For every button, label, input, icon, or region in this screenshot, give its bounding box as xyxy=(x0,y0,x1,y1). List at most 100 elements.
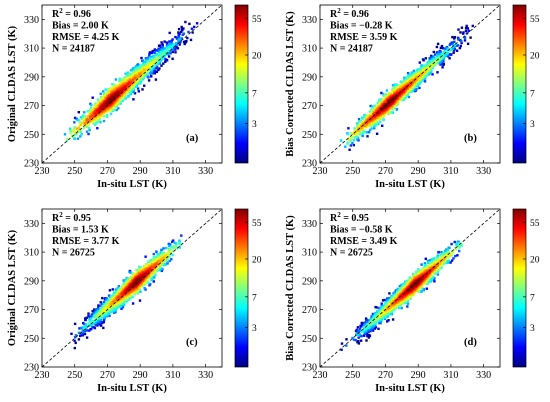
data-point xyxy=(439,60,442,64)
data-point xyxy=(77,119,80,122)
data-point xyxy=(386,298,389,301)
data-point xyxy=(385,89,389,92)
data-point xyxy=(148,63,151,67)
data-point xyxy=(399,80,402,83)
data-point xyxy=(458,249,461,253)
data-point xyxy=(92,117,95,120)
data-point xyxy=(166,48,169,52)
data-point xyxy=(440,44,444,48)
data-point xyxy=(77,126,80,129)
data-point xyxy=(90,321,93,324)
data-point xyxy=(408,73,411,76)
data-point xyxy=(96,320,100,323)
data-point xyxy=(137,75,140,78)
data-point xyxy=(101,114,105,117)
colorbar xyxy=(234,4,249,164)
data-point xyxy=(147,79,151,82)
data-point xyxy=(453,240,456,244)
colorbar-tick-label: 20 xyxy=(252,255,262,265)
data-point xyxy=(357,118,361,121)
data-point xyxy=(107,106,110,109)
x-axis-label: In-situ LST (K) xyxy=(97,179,167,190)
data-point xyxy=(393,106,396,110)
data-point xyxy=(171,44,174,48)
data-point xyxy=(437,53,440,56)
data-point xyxy=(108,295,112,298)
data-point xyxy=(395,84,399,87)
data-point xyxy=(127,298,131,301)
x-tick-label: 310 xyxy=(165,370,180,381)
data-point xyxy=(151,267,154,271)
data-point xyxy=(385,103,388,106)
data-point xyxy=(155,70,158,73)
data-point xyxy=(129,91,132,95)
data-point xyxy=(112,292,115,296)
data-point xyxy=(436,71,439,74)
data-point xyxy=(366,135,369,138)
data-point xyxy=(140,285,144,288)
data-point xyxy=(152,72,155,75)
data-point xyxy=(394,289,397,292)
data-point xyxy=(157,261,160,264)
data-point xyxy=(102,90,105,93)
data-point xyxy=(103,95,106,98)
data-point xyxy=(380,308,383,311)
data-point xyxy=(446,53,449,57)
data-point xyxy=(191,31,194,34)
data-point xyxy=(89,318,93,322)
data-point xyxy=(171,50,174,54)
data-point xyxy=(97,310,100,313)
data-point xyxy=(129,69,133,72)
data-point xyxy=(362,129,365,132)
data-point xyxy=(88,329,91,332)
data-point xyxy=(132,67,135,70)
data-point xyxy=(350,135,353,139)
data-point xyxy=(453,45,456,48)
data-point xyxy=(403,78,406,82)
data-point xyxy=(434,53,437,56)
data-point xyxy=(463,39,467,42)
data-point xyxy=(130,284,134,288)
stat-line: Bias = 2.00 K xyxy=(52,21,109,32)
data-point xyxy=(366,335,369,338)
data-point xyxy=(445,248,448,251)
data-point xyxy=(369,329,372,333)
data-point xyxy=(117,296,120,299)
data-point xyxy=(452,44,456,47)
data-point xyxy=(387,110,390,113)
data-point xyxy=(82,118,86,121)
data-point xyxy=(371,116,375,119)
data-point xyxy=(131,80,135,83)
data-point xyxy=(103,115,106,118)
data-point xyxy=(83,332,87,336)
data-point xyxy=(96,316,99,320)
data-point xyxy=(358,329,361,333)
data-point xyxy=(169,251,172,254)
data-point xyxy=(406,93,409,96)
x-tick-label: 230 xyxy=(35,370,50,381)
data-point xyxy=(417,76,420,79)
data-point xyxy=(148,65,152,69)
data-point xyxy=(366,319,369,322)
data-point xyxy=(87,322,90,326)
data-point xyxy=(378,109,381,112)
data-point xyxy=(423,79,426,82)
data-point xyxy=(422,71,426,74)
data-point xyxy=(377,122,380,126)
data-point xyxy=(146,74,150,78)
data-point xyxy=(115,307,118,310)
data-point xyxy=(172,246,175,250)
data-point xyxy=(177,36,181,39)
colorbar-tick-label: 20 xyxy=(530,51,540,61)
data-point xyxy=(434,61,437,64)
data-point xyxy=(183,42,186,46)
data-point xyxy=(411,89,415,93)
data-point xyxy=(83,111,86,114)
data-point xyxy=(391,88,394,91)
data-point xyxy=(155,262,159,266)
panel-label: (b) xyxy=(464,133,477,144)
colorbar-tick-label: 7 xyxy=(530,89,535,99)
plot-frame xyxy=(41,208,223,368)
data-point xyxy=(373,123,376,126)
data-point xyxy=(354,132,357,135)
